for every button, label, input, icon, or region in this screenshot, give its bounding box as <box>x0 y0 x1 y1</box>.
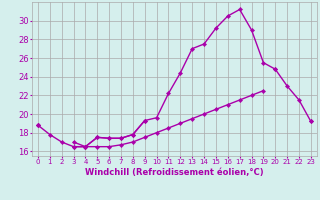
X-axis label: Windchill (Refroidissement éolien,°C): Windchill (Refroidissement éolien,°C) <box>85 168 264 177</box>
